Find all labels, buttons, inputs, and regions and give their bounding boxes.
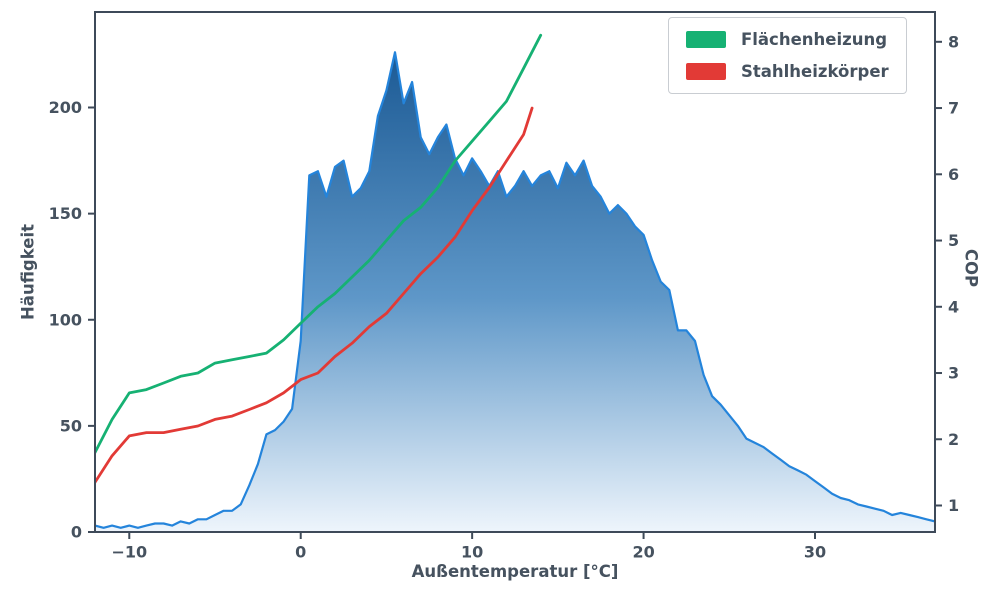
svg-text:20: 20: [632, 543, 654, 562]
svg-text:150: 150: [49, 204, 82, 223]
svg-text:4: 4: [948, 297, 959, 316]
legend-item: Flächenheizung: [686, 30, 889, 49]
legend-label: Stahlheizkörper: [741, 62, 889, 81]
legend-label: Flächenheizung: [741, 30, 888, 49]
svg-text:1: 1: [948, 496, 959, 515]
y-axis-label-right: COP: [961, 248, 981, 288]
x-axis-label: Außentemperatur [°C]: [411, 562, 619, 581]
svg-text:8: 8: [948, 32, 959, 51]
svg-text:2: 2: [948, 430, 959, 449]
svg-text:0: 0: [71, 523, 82, 542]
svg-text:3: 3: [948, 364, 959, 383]
legend-item: Stahlheizkörper: [686, 62, 889, 81]
legend: Flächenheizung Stahlheizkörper: [668, 17, 907, 94]
y-axis-label-left: Häufigkeit: [18, 224, 38, 320]
svg-text:0: 0: [295, 543, 306, 562]
legend-swatch-stahlheizkoerper: [686, 63, 726, 80]
svg-text:−10: −10: [111, 543, 147, 562]
svg-text:7: 7: [948, 99, 959, 118]
svg-text:30: 30: [804, 543, 826, 562]
svg-text:5: 5: [948, 231, 959, 250]
svg-text:6: 6: [948, 165, 959, 184]
svg-text:10: 10: [461, 543, 483, 562]
svg-text:200: 200: [49, 98, 82, 117]
svg-text:100: 100: [49, 310, 82, 329]
svg-text:50: 50: [60, 416, 82, 435]
legend-swatch-flaechenheizung: [686, 31, 726, 48]
